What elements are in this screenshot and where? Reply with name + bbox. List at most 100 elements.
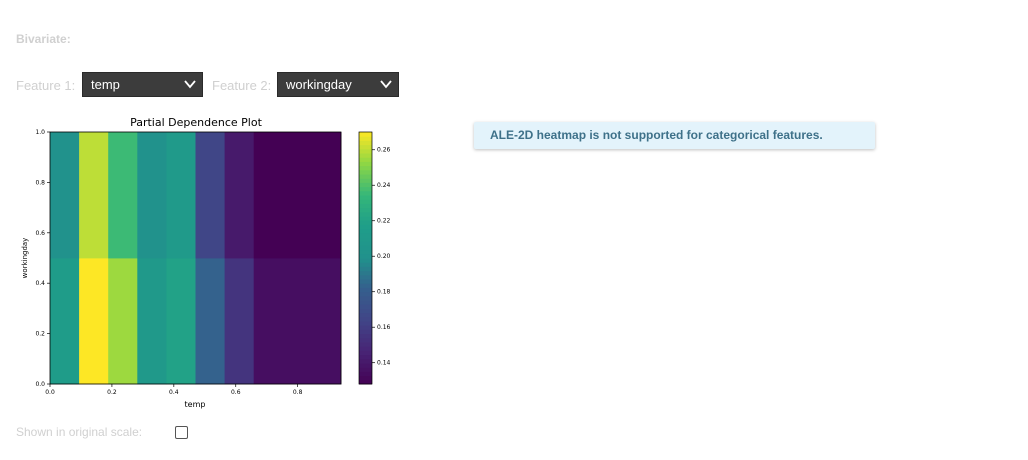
heatmap-cell — [166, 132, 196, 259]
colorbar-tick-label: 0.14 — [377, 360, 391, 367]
original-scale-label: Shown in original scale: — [16, 425, 143, 439]
y-tick-label: 0.2 — [35, 331, 45, 338]
colorbar-tick-label: 0.18 — [377, 289, 391, 296]
colorbar-segment — [359, 157, 372, 162]
colorbar-segment — [359, 253, 372, 259]
colorbar-segment — [359, 325, 372, 330]
colorbar-segment — [359, 190, 372, 196]
colorbar-segment — [359, 375, 372, 381]
colorbar-segment — [359, 161, 372, 167]
colorbar-segment — [359, 182, 372, 188]
colorbar-segment — [359, 241, 372, 246]
original-scale-checkbox[interactable] — [175, 426, 188, 439]
colorbar-segment — [359, 354, 372, 360]
colorbar-segment — [359, 379, 372, 385]
colorbar-segment — [359, 228, 372, 234]
colorbar-segment — [359, 211, 372, 217]
colorbar-segment — [359, 178, 372, 183]
heatmap-cell — [137, 132, 167, 259]
colorbar-segment — [359, 295, 372, 301]
colorbar-segment — [359, 363, 372, 368]
colorbar-segment — [359, 283, 372, 288]
colorbar-tick-label: 0.22 — [377, 218, 391, 225]
colorbar-tick-label: 0.20 — [377, 253, 391, 260]
colorbar-segment — [359, 321, 372, 326]
colorbar-segment — [359, 291, 372, 297]
colorbar-segment — [359, 237, 372, 242]
x-tick-label: 0.0 — [45, 389, 55, 396]
feature-1-value: temp — [91, 77, 120, 92]
colorbar-segment — [359, 186, 372, 192]
bivariate-section-title: Bivariate: — [16, 32, 71, 46]
heatmap-cell — [253, 132, 342, 259]
x-tick-label: 0.8 — [293, 389, 303, 396]
chevron-down-icon — [184, 80, 196, 89]
heatmap-cell — [50, 258, 80, 385]
colorbar-segment — [359, 232, 372, 238]
colorbar-segment — [359, 287, 372, 293]
colorbar-segment — [359, 337, 372, 343]
colorbar-segment — [359, 274, 372, 280]
colorbar-segment — [359, 220, 372, 225]
plot-frame — [49, 131, 342, 385]
colorbar-segment — [359, 329, 372, 335]
colorbar-segment — [359, 262, 372, 267]
y-tick-label: 1.0 — [35, 129, 45, 136]
x-tick-label: 0.4 — [169, 389, 179, 396]
y-tick-label: 0.4 — [35, 280, 45, 287]
feature-2-value: workingday — [286, 77, 352, 92]
heatmap-cell — [195, 258, 225, 385]
colorbar-segment — [359, 199, 372, 204]
heatmap-cell — [108, 132, 138, 259]
colorbar-segment — [359, 216, 372, 221]
colorbar-segment — [359, 258, 372, 263]
colorbar-tick-label: 0.24 — [377, 182, 391, 189]
colorbar-segment — [359, 350, 372, 356]
colorbar-segment — [359, 153, 372, 158]
heatmap-cell — [166, 258, 196, 385]
colorbar-segment — [359, 245, 372, 251]
x-tick-label: 0.2 — [107, 389, 117, 396]
colorbar-segment — [359, 333, 372, 339]
chart-title: Partial Dependence Plot — [130, 116, 262, 129]
heatmap-cell — [79, 258, 109, 385]
colorbar-segment — [359, 308, 372, 314]
colorbar-segment — [359, 144, 372, 150]
heatmap-cell — [79, 132, 109, 259]
feature-1-select[interactable]: temp — [82, 72, 203, 97]
colorbar-segment — [359, 270, 372, 276]
colorbar-tick-label: 0.16 — [377, 324, 391, 331]
colorbar-segment — [359, 371, 372, 377]
colorbar-segment — [359, 279, 372, 284]
x-tick-label: 0.6 — [231, 389, 241, 396]
colorbar-tick-label: 0.26 — [377, 147, 391, 154]
heatmap-cell — [253, 258, 342, 385]
colorbar-segment — [359, 136, 372, 141]
alert-text: ALE-2D heatmap is not supported for cate… — [490, 128, 823, 142]
colorbar-segment — [359, 195, 372, 200]
heatmap-cell — [108, 258, 138, 385]
y-tick-label: 0.0 — [35, 381, 45, 388]
colorbar-segment — [359, 207, 372, 213]
colorbar-segment — [359, 316, 372, 322]
colorbar-segment — [359, 140, 372, 146]
y-tick-label: 0.6 — [35, 230, 45, 237]
partial-dependence-plot: Partial Dependence Plot 0.0 0.2 0.4 0.6 0.8 … — [21, 116, 391, 409]
heatmap-cell — [224, 258, 255, 385]
colorbar-segment — [359, 300, 372, 305]
feature-2-label: Feature 2: — [212, 78, 272, 93]
colorbar-segment — [359, 367, 372, 372]
heatmap-cell — [224, 132, 255, 259]
y-tick-label: 0.8 — [35, 179, 45, 186]
colorbar-segment — [359, 304, 372, 309]
heatmap-cell — [50, 132, 80, 259]
colorbar-frame — [358, 131, 373, 385]
heatmap-cell — [195, 132, 225, 259]
feature-2-select[interactable]: workingday — [277, 72, 399, 97]
colorbar-segment — [359, 266, 372, 272]
heatmap-cell — [137, 258, 167, 385]
feature-1-label: Feature 1: — [16, 78, 76, 93]
colorbar-segment — [359, 342, 372, 347]
ale-2d-alert: ALE-2D heatmap is not supported for cate… — [474, 122, 875, 149]
colorbar-segment — [359, 203, 372, 209]
